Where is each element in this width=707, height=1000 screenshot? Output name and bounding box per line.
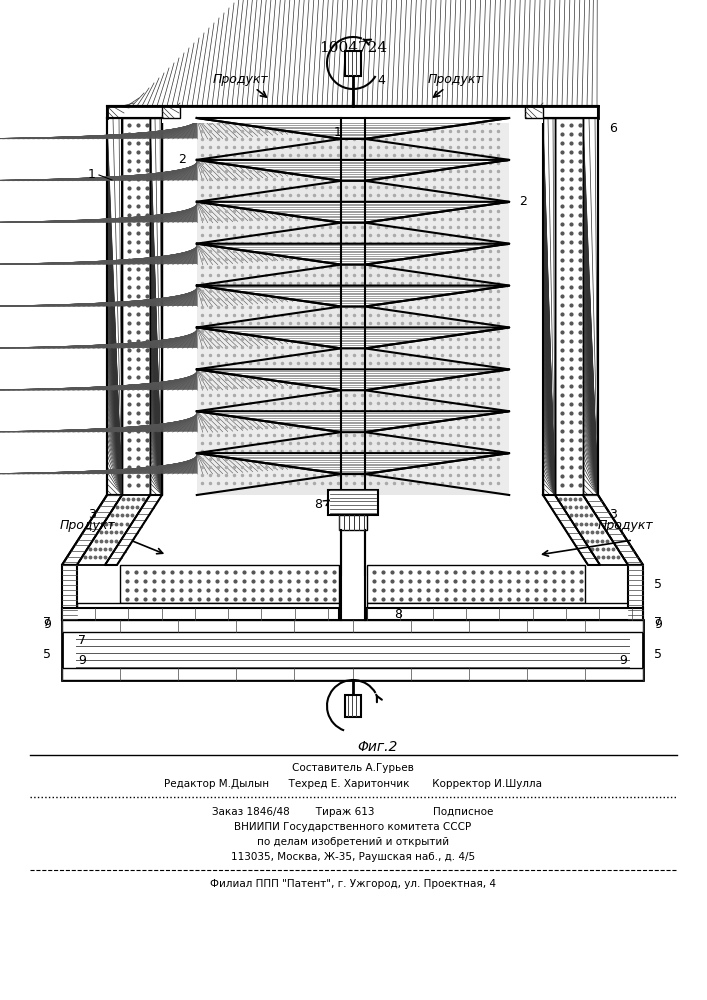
Polygon shape — [197, 348, 509, 369]
Text: 113035, Москва, Ж-35, Раушская наб., д. 4/5: 113035, Москва, Ж-35, Раушская наб., д. … — [231, 852, 475, 862]
Polygon shape — [197, 369, 509, 390]
Polygon shape — [105, 495, 162, 565]
Text: 7: 7 — [654, 616, 662, 630]
Bar — [120, 565, 339, 603]
Polygon shape — [555, 495, 628, 565]
Polygon shape — [117, 495, 331, 575]
Polygon shape — [197, 160, 509, 181]
Polygon shape — [197, 160, 509, 181]
Polygon shape — [197, 265, 509, 286]
Bar — [345, 695, 361, 717]
Bar — [162, 118, 543, 495]
Text: 3: 3 — [609, 508, 617, 522]
Polygon shape — [197, 118, 509, 139]
Polygon shape — [197, 202, 509, 223]
Polygon shape — [197, 202, 509, 223]
Bar — [62, 565, 77, 620]
Polygon shape — [197, 244, 509, 265]
Text: 9: 9 — [78, 654, 86, 666]
Text: 8: 8 — [314, 498, 322, 512]
Bar — [197, 118, 509, 495]
Text: 7: 7 — [43, 616, 51, 630]
Polygon shape — [62, 495, 122, 565]
Text: 5: 5 — [43, 648, 51, 662]
Bar — [77, 603, 339, 608]
Text: 6: 6 — [609, 121, 617, 134]
Text: 4: 4 — [377, 74, 385, 87]
Bar — [367, 565, 585, 603]
Text: 2: 2 — [519, 195, 527, 208]
Text: 2: 2 — [178, 153, 186, 166]
Bar — [162, 106, 543, 123]
Bar — [62, 620, 643, 680]
Text: Продукт: Продукт — [597, 518, 653, 532]
Polygon shape — [583, 495, 643, 565]
Bar — [345, 51, 361, 76]
Text: 5: 5 — [654, 648, 662, 662]
Text: 9: 9 — [654, 618, 662, 632]
Text: Составитель А.Гурьев: Составитель А.Гурьев — [292, 763, 414, 773]
Polygon shape — [197, 411, 509, 432]
Text: 8: 8 — [394, 608, 402, 621]
Text: Φиг.2: Φиг.2 — [358, 740, 398, 754]
Polygon shape — [197, 223, 509, 244]
Polygon shape — [197, 453, 509, 474]
Bar — [107, 118, 122, 495]
Text: по делам изобретений и открытий: по делам изобретений и открытий — [257, 837, 449, 847]
Polygon shape — [77, 495, 150, 565]
Text: 7: 7 — [78, 634, 86, 647]
Polygon shape — [543, 495, 600, 565]
Polygon shape — [197, 286, 509, 306]
Bar — [628, 565, 643, 620]
Bar — [339, 515, 367, 530]
Text: 1004724: 1004724 — [319, 41, 387, 55]
Polygon shape — [197, 453, 509, 474]
Polygon shape — [197, 327, 509, 348]
Text: Продукт: Продукт — [60, 518, 116, 532]
Bar — [62, 668, 643, 680]
Text: 1: 1 — [88, 168, 96, 182]
Text: Редактор М.Дылын      Техред Е. Харитончик       Корректор И.Шулла: Редактор М.Дылын Техред Е. Харитончик Ко… — [164, 779, 542, 789]
Polygon shape — [197, 411, 509, 432]
Bar — [583, 118, 598, 495]
Polygon shape — [197, 139, 509, 160]
Bar — [150, 118, 162, 495]
Bar — [367, 608, 643, 620]
Polygon shape — [197, 181, 509, 202]
Bar — [162, 106, 180, 118]
Polygon shape — [197, 286, 509, 306]
Polygon shape — [197, 390, 509, 411]
Text: Заказ 1846/48        Тираж 613                  Подписное: Заказ 1846/48 Тираж 613 Подписное — [212, 807, 493, 817]
Bar — [62, 620, 643, 632]
Polygon shape — [197, 474, 509, 495]
Polygon shape — [197, 327, 509, 348]
Text: 9: 9 — [619, 654, 627, 666]
Text: ВНИИПИ Государственного комитета СССР: ВНИИПИ Государственного комитета СССР — [235, 822, 472, 832]
Polygon shape — [197, 244, 509, 265]
Bar — [543, 118, 555, 495]
Text: Продукт: Продукт — [212, 74, 268, 87]
Text: 1: 1 — [334, 126, 342, 139]
Text: Продукт: Продукт — [427, 74, 483, 87]
Text: 3: 3 — [88, 508, 96, 522]
Bar — [328, 490, 378, 515]
Text: 9: 9 — [43, 618, 51, 632]
Bar — [162, 106, 543, 118]
Bar — [62, 608, 339, 620]
Polygon shape — [197, 369, 509, 390]
Polygon shape — [197, 432, 509, 453]
Bar — [122, 118, 150, 495]
Bar — [525, 106, 543, 118]
Bar — [107, 106, 598, 118]
Bar — [555, 118, 583, 495]
Text: Филиал ППП "Патент", г. Ужгород, ул. Проектная, 4: Филиал ППП "Патент", г. Ужгород, ул. Про… — [210, 879, 496, 889]
Polygon shape — [197, 306, 509, 327]
Polygon shape — [197, 118, 509, 139]
Bar — [367, 603, 628, 608]
Text: 5: 5 — [654, 578, 662, 591]
